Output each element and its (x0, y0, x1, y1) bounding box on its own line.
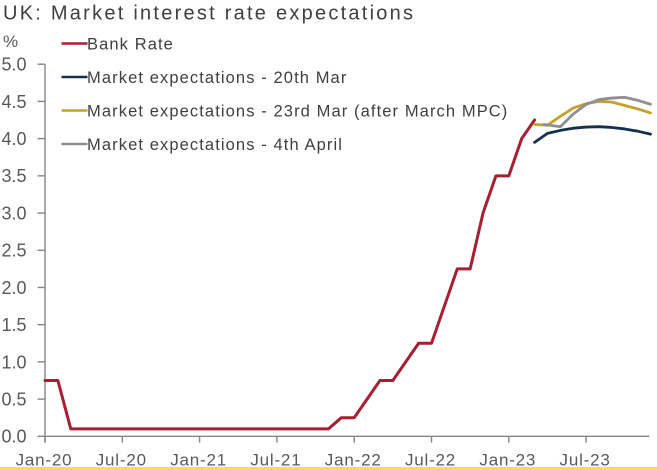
svg-text:Jul-23: Jul-23 (560, 451, 611, 470)
svg-text:1.0: 1.0 (1, 352, 26, 372)
svg-text:5.0: 5.0 (1, 55, 26, 75)
svg-text:Jul-22: Jul-22 (405, 451, 456, 470)
svg-text:Jan-22: Jan-22 (325, 451, 382, 470)
svg-text:3.0: 3.0 (1, 203, 26, 223)
svg-text:Jul-21: Jul-21 (250, 451, 301, 470)
svg-text:2.0: 2.0 (1, 278, 26, 298)
svg-text:Market expectations - 4th Apri: Market expectations - 4th April (87, 136, 343, 154)
svg-text:4.0: 4.0 (1, 129, 26, 149)
svg-text:%: % (3, 32, 18, 51)
svg-text:Bank Rate: Bank Rate (87, 35, 174, 53)
svg-text:0.0: 0.0 (1, 427, 26, 447)
svg-text:0.5: 0.5 (1, 389, 26, 409)
svg-text:Jan-23: Jan-23 (479, 451, 536, 470)
svg-text:Jan-20: Jan-20 (16, 451, 73, 470)
svg-text:4.5: 4.5 (1, 92, 26, 112)
svg-text:Market expectations - 23rd Mar: Market expectations - 23rd Mar (after Ma… (87, 102, 508, 120)
svg-text:1.5: 1.5 (1, 315, 26, 335)
svg-text:3.5: 3.5 (1, 166, 26, 186)
svg-text:Jul-20: Jul-20 (96, 451, 147, 470)
svg-text:Jan-21: Jan-21 (170, 451, 227, 470)
svg-text:UK: Market interest rate expec: UK: Market interest rate expectations (3, 2, 415, 24)
svg-text:Market expectations - 20th Mar: Market expectations - 20th Mar (87, 69, 347, 87)
svg-text:2.5: 2.5 (1, 241, 26, 261)
